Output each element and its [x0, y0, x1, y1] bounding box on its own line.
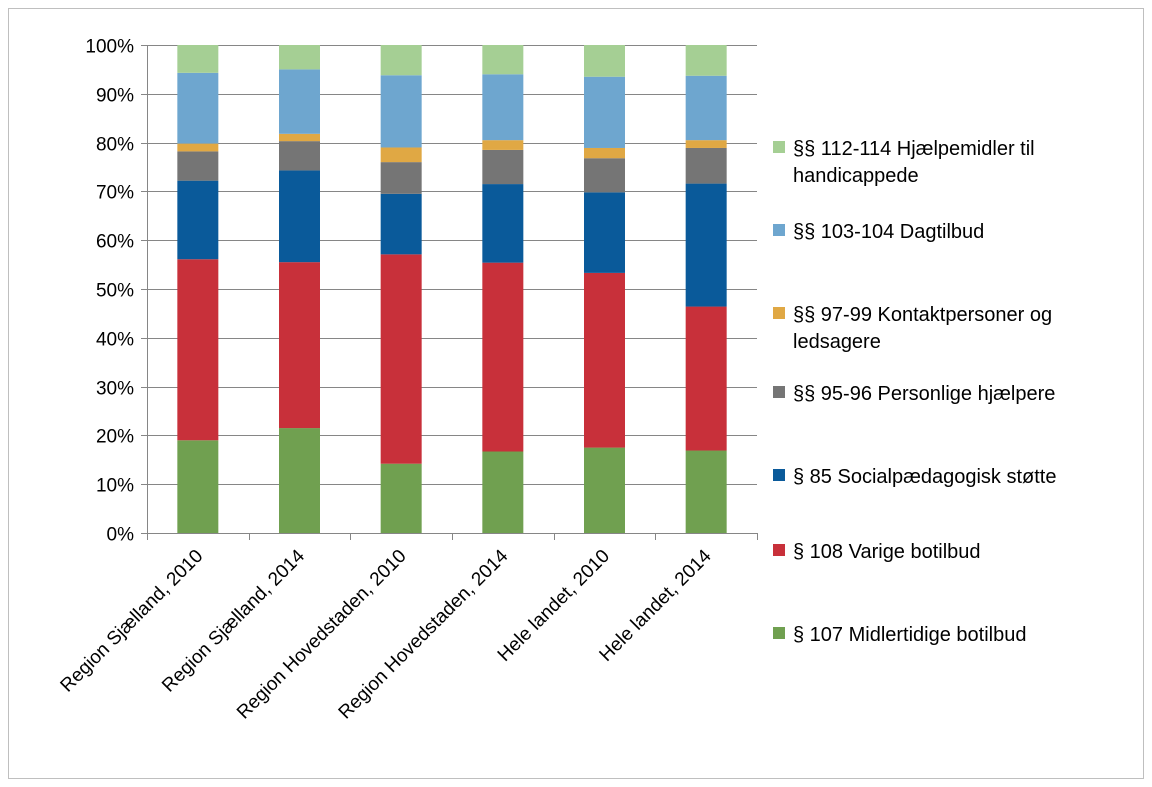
legend-label: §§ 112-114 Hjælpemidler til handicappede — [793, 138, 1035, 187]
bar-segment — [685, 45, 727, 76]
bar-segment — [380, 45, 422, 76]
bar-segment — [584, 147, 625, 159]
bar-segment — [279, 45, 320, 70]
bar-segment — [482, 184, 524, 263]
bar-segment — [279, 133, 320, 142]
gridlines — [147, 45, 757, 485]
bar-segment — [482, 140, 524, 150]
bar-segment — [584, 447, 625, 533]
bar-segment — [279, 262, 320, 429]
legend-swatch — [773, 141, 785, 153]
x-tick-label: Region Hovedstaden, 2014 — [335, 545, 513, 723]
bar-segment — [177, 259, 219, 441]
legend-swatch — [773, 386, 785, 398]
y-tick-label: 100% — [85, 37, 134, 58]
legend-swatch — [773, 469, 785, 481]
bar-segment — [279, 428, 320, 533]
y-tick-label: 20% — [96, 427, 134, 448]
bar-segment — [584, 45, 625, 77]
bar-segment — [177, 151, 219, 181]
y-tick-label: 50% — [96, 281, 134, 302]
bar-segment — [482, 149, 524, 185]
bar-segment — [177, 440, 219, 533]
bar-segment — [177, 72, 219, 144]
bar-segment — [584, 272, 625, 448]
legend-swatch — [773, 307, 785, 319]
y-tick-label: 30% — [96, 379, 134, 400]
legend: §§ 112-114 Hjælpemidler til handicappede §… — [773, 138, 1057, 646]
y-tick-label: 80% — [96, 135, 134, 156]
legend-swatch — [773, 544, 785, 556]
legend-label: § 108 Varige botilbud — [793, 541, 981, 563]
bar-segment — [177, 180, 219, 260]
bar-segment — [279, 141, 320, 171]
bar-segment — [685, 75, 727, 141]
bar-segment — [482, 262, 524, 452]
bar-segment — [380, 254, 422, 464]
bar-segment — [380, 193, 422, 255]
y-tick-label: 40% — [96, 330, 134, 351]
bar-segment — [685, 450, 727, 533]
bar-segment — [685, 140, 727, 148]
y-tick-label: 90% — [96, 86, 134, 107]
bar-segment — [685, 183, 727, 307]
bar-segment — [380, 463, 422, 533]
bar-segment — [482, 45, 524, 75]
bar-segment — [482, 451, 524, 533]
y-tick-label: 10% — [96, 476, 134, 497]
bar-segment — [177, 143, 219, 152]
bar-segment — [584, 158, 625, 193]
legend-label: §§ 103-104 Dagtilbud — [793, 221, 984, 243]
legend-label: § 85 Socialpædagogisk støtte — [793, 466, 1057, 488]
legend-swatch — [773, 627, 785, 639]
y-tick-label: 60% — [96, 232, 134, 253]
bar-segment — [177, 45, 219, 73]
x-tick-label: Hele landet, 2014 — [596, 545, 716, 665]
x-tick-label: Hele landet, 2010 — [494, 546, 614, 666]
bar-segment — [685, 147, 727, 184]
legend-label: §§ 95-96 Personlige hjælpere — [793, 383, 1055, 405]
bars — [177, 45, 727, 533]
bar-segment — [584, 76, 625, 148]
bar-segment — [380, 75, 422, 148]
bar-segment — [380, 147, 422, 163]
bar-segment — [279, 170, 320, 263]
y-tick-label: 0% — [107, 525, 135, 546]
bar-segment — [482, 74, 524, 141]
bar-segment — [584, 192, 625, 273]
x-tick-label: Region Hovedstaden, 2010 — [233, 546, 411, 724]
legend-label: § 107 Midlertidige botilbud — [793, 624, 1027, 646]
bar-segment — [685, 306, 727, 451]
bar-segment — [380, 162, 422, 194]
legend-swatch — [773, 224, 785, 236]
legend-label: §§ 97-99 Kontaktpersoner og ledsagere — [793, 304, 1052, 353]
y-tick-label: 70% — [96, 183, 134, 204]
bar-segment — [279, 69, 320, 134]
